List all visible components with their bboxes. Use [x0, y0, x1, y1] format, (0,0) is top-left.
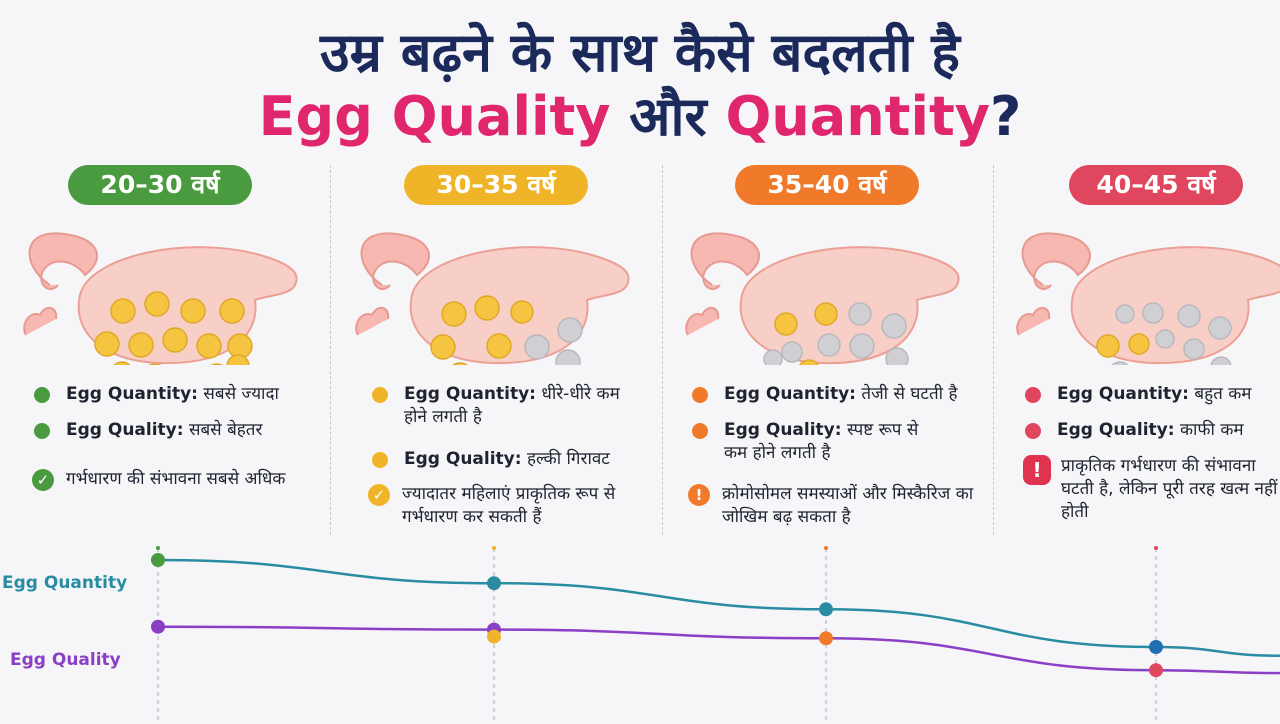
- quality-label: Egg Quality:: [1057, 420, 1175, 440]
- title-and: और: [629, 85, 707, 148]
- egg-quality-point: [487, 629, 501, 644]
- ovary-illustration: [685, 232, 960, 365]
- egg-quantity-point: [819, 602, 833, 617]
- note-text: ज्यादातर महिलाएं प्राकृतिक रूप से गर्भधा…: [402, 484, 616, 527]
- quantity-label: Egg Quantity:: [404, 384, 536, 404]
- series-line-egg-quantity: [157, 558, 1280, 657]
- column-divider: [662, 165, 663, 535]
- stage-label-pill: 40–45 वर्ष: [1069, 165, 1243, 205]
- warning-icon: !: [688, 484, 710, 506]
- egg-quantity-point: [487, 576, 501, 591]
- ovary-illustration: [23, 232, 298, 365]
- stage-column-20-30: 20–30 वर्ष Egg Quantity: सबसे ज्यादा Egg…: [10, 165, 320, 545]
- quantity-value: धीरे-धीरे कम होने लगती है: [404, 384, 620, 427]
- note-row: ! प्राकृतिक गर्भधारण की संभावना घटती है,…: [1023, 455, 1280, 524]
- quantity-label: Egg Quantity:: [724, 384, 856, 404]
- egg-quality-point: [819, 631, 833, 646]
- quantity-label: Egg Quantity:: [66, 384, 198, 404]
- quality-label: Egg Quality:: [724, 420, 842, 440]
- status-dot: [372, 452, 388, 468]
- stage-guide-tip: [492, 546, 496, 550]
- status-dot: [1025, 387, 1041, 403]
- warning-icon: !: [1023, 455, 1051, 485]
- stage-column-35-40: 35–40 वर्ष Egg Quantity: तेजी से घटती है…: [672, 165, 982, 545]
- stage-guide-tip: [1154, 546, 1158, 550]
- note-text: क्रोमोसोमल समस्याओं और मिस्कैरिज का जोखि…: [722, 484, 974, 527]
- quality-label: Egg Quality:: [66, 420, 184, 440]
- quantity-row: Egg Quantity: तेजी से घटती है: [692, 383, 958, 406]
- stage-label-pill: 30–35 वर्ष: [404, 165, 588, 205]
- egg-quantity-point: [151, 553, 165, 567]
- trend-chart: Egg Quantity Egg Quality: [0, 540, 1280, 720]
- stage-column-40-45: 40–45 वर्ष Egg Quantity: बहुत कम Egg Qua…: [1003, 165, 1280, 545]
- quality-row: Egg Quality: काफी कम: [1025, 419, 1244, 442]
- series-label-egg-quantity: Egg Quantity: [2, 573, 128, 593]
- egg-quantity-point: [1149, 640, 1163, 654]
- quality-value: हल्की गिरावट: [526, 449, 610, 469]
- quantity-value: तेजी से घटती है: [861, 384, 958, 404]
- series-line-egg-quality: [157, 625, 1280, 675]
- ovary-illustration: [355, 232, 630, 365]
- egg-quality-point: [151, 619, 165, 634]
- note-text: गर्भधारण की संभावना सबसे अधिक: [66, 469, 286, 489]
- title-line-2: Egg Quality और Quantity?: [0, 86, 1280, 148]
- status-dot: [34, 423, 50, 439]
- series-label-egg-quality: Egg Quality: [10, 650, 121, 670]
- quantity-row: Egg Quantity: बहुत कम: [1025, 383, 1251, 406]
- status-dot: [692, 423, 708, 439]
- trend-chart-svg: [151, 546, 1280, 720]
- note-text: प्राकृतिक गर्भधारण की संभावना घटती है, ल…: [1061, 456, 1278, 522]
- quality-row: Egg Quality: हल्की गिरावट: [372, 448, 610, 471]
- quality-row: Egg Quality: स्पष्ट रूप से कम होने लगती …: [692, 419, 942, 465]
- egg-quality-point: [1149, 663, 1163, 678]
- title-quantity: Quantity: [725, 85, 991, 148]
- quantity-row: Egg Quantity: सबसे ज्यादा: [34, 383, 279, 406]
- stage-label-pill: 35–40 वर्ष: [735, 165, 919, 205]
- quality-row: Egg Quality: सबसे बेहतर: [34, 419, 262, 442]
- quantity-row: Egg Quantity: धीरे-धीरे कम होने लगती है: [372, 383, 632, 429]
- quality-value: सबसे बेहतर: [188, 420, 263, 440]
- title-egg-quality: Egg Quality: [258, 85, 611, 148]
- stage-label-pill: 20–30 वर्ष: [68, 165, 252, 205]
- stage-guide-tip: [824, 546, 828, 550]
- quality-value: स्पष्ट रूप से कम होने लगती है: [724, 420, 919, 463]
- title-line-1: उम्र बढ़ने के साथ कैसे बदलती है: [320, 21, 960, 84]
- note-row: ✓ ज्यादातर महिलाएं प्राकृतिक रूप से गर्भ…: [368, 483, 652, 529]
- quantity-label: Egg Quantity:: [1057, 384, 1189, 404]
- quantity-value: बहुत कम: [1194, 384, 1252, 404]
- note-row: ! क्रोमोसोमल समस्याओं और मिस्कैरिज का जो…: [688, 483, 978, 529]
- column-divider: [330, 165, 331, 535]
- quantity-value: सबसे ज्यादा: [203, 384, 279, 404]
- note-row: ✓ गर्भधारण की संभावना सबसे अधिक: [32, 468, 292, 491]
- check-icon: ✓: [368, 484, 390, 506]
- ovary-illustration: [1016, 232, 1280, 365]
- column-divider: [993, 165, 994, 535]
- stage-guide-tip: [156, 546, 160, 550]
- status-dot: [692, 387, 708, 403]
- quality-value: काफी कम: [1179, 420, 1244, 440]
- status-dot: [1025, 423, 1041, 439]
- stage-column-30-35: 30–35 वर्ष Egg Quantity: धीरे-धीरे कम हो…: [342, 165, 652, 545]
- check-icon: ✓: [32, 469, 54, 491]
- status-dot: [372, 387, 388, 403]
- status-dot: [34, 387, 50, 403]
- title-question-mark: ?: [990, 85, 1022, 148]
- quality-label: Egg Quality:: [404, 449, 522, 469]
